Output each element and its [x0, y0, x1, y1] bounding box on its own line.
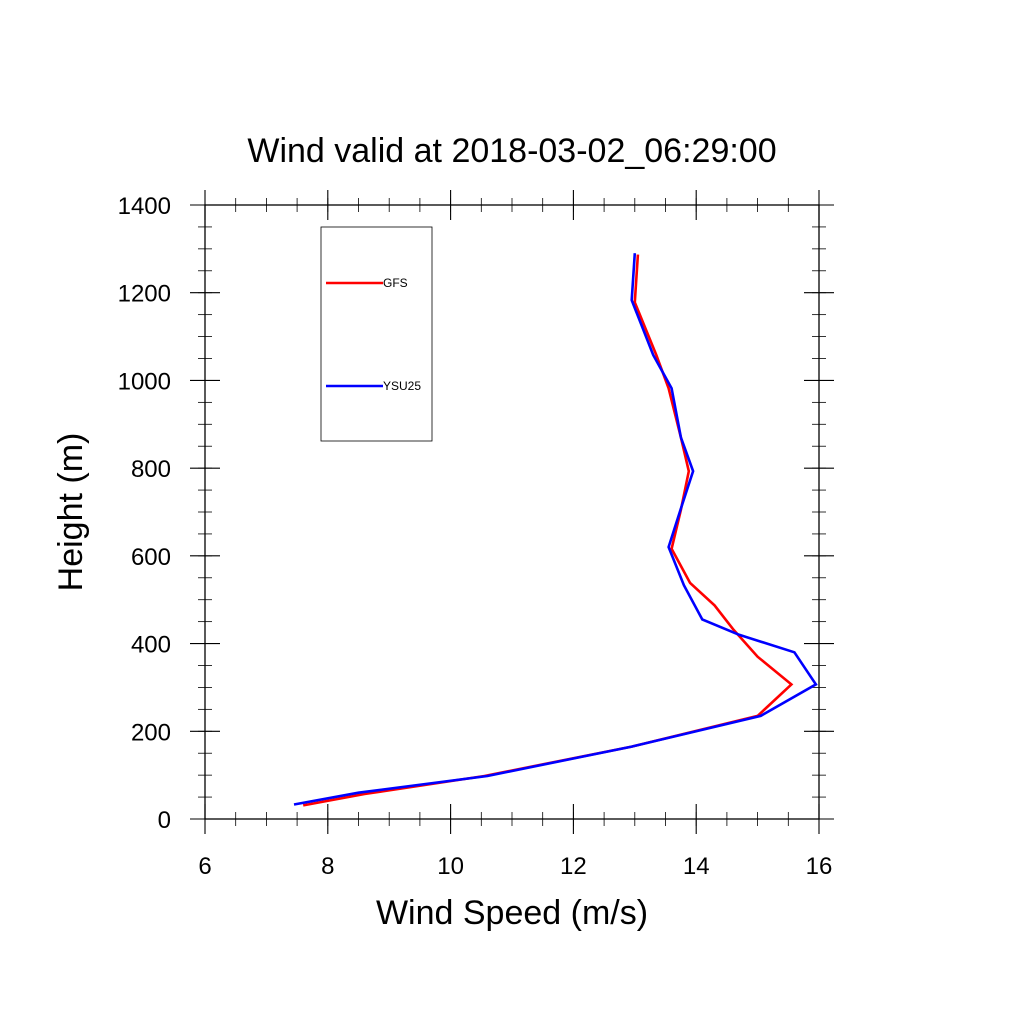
tick-labels: 6 8 10 12 14 16 0 200 400 600 800 1000 1200 1400 [118, 193, 833, 880]
legend-label-gfs: GFS [383, 276, 408, 290]
x-tick-label: 6 [198, 853, 211, 880]
x-tick-label: 16 [806, 853, 833, 880]
series-line-ysu25 [293, 253, 818, 806]
chart-title: Wind valid at 2018-03-02_06:29:00 [247, 132, 776, 170]
x-tick-label: 12 [560, 853, 587, 880]
y-tick-label: 400 [131, 632, 171, 659]
legend: GFS YSU25 [320, 226, 433, 442]
x-tick-label: 10 [437, 853, 464, 880]
x-tick-label: 8 [321, 853, 334, 880]
y-tick-label: 1400 [118, 193, 171, 220]
legend-label-ysu25: YSU25 [383, 379, 421, 393]
plot-frame [204, 204, 820, 820]
legend-box [320, 226, 433, 442]
series-lines [293, 253, 818, 807]
y-axis-label: Height (m) [52, 433, 90, 592]
y-tick-label: 1200 [118, 281, 171, 308]
y-tick-label: 600 [131, 544, 171, 571]
y-tick-label: 1000 [118, 368, 171, 395]
minor-ticks [198, 198, 826, 826]
x-tick-label: 14 [683, 853, 710, 880]
major-ticks [190, 190, 834, 834]
y-tick-label: 0 [158, 807, 171, 834]
x-axis-label: Wind Speed (m/s) [376, 894, 648, 932]
y-tick-label: 200 [131, 719, 171, 746]
y-tick-label: 800 [131, 456, 171, 483]
